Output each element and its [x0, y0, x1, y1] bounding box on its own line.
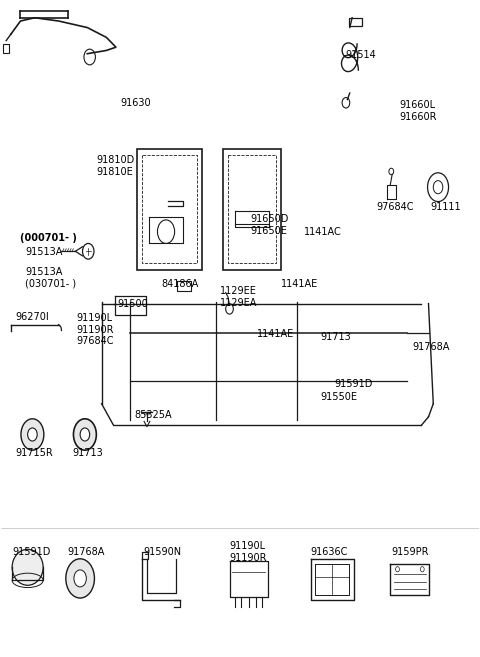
Circle shape — [21, 419, 44, 450]
Text: 91190L
91190R
97684C: 91190L 91190R 97684C — [77, 313, 114, 346]
Text: 91713: 91713 — [72, 448, 103, 458]
Text: 91630: 91630 — [120, 98, 151, 108]
Text: 91768A: 91768A — [67, 547, 105, 557]
Text: 91591D: 91591D — [12, 547, 50, 557]
Circle shape — [74, 570, 86, 587]
Text: 91513A: 91513A — [25, 247, 62, 257]
Text: 91590N: 91590N — [144, 547, 182, 557]
Text: 1129EE
1129EA: 1129EE 1129EA — [220, 286, 257, 308]
Circle shape — [66, 559, 95, 598]
Text: 9159PR: 9159PR — [392, 547, 429, 557]
Text: 91500: 91500 — [118, 299, 149, 309]
Circle shape — [80, 428, 90, 441]
Text: 97684C: 97684C — [376, 202, 413, 212]
Text: 91550E: 91550E — [320, 392, 357, 402]
Text: 1141AE: 1141AE — [281, 279, 318, 289]
Text: 91660L
91660R: 91660L 91660R — [400, 101, 437, 122]
Text: 91111: 91111 — [430, 202, 460, 212]
Text: 91713: 91713 — [320, 332, 351, 342]
Circle shape — [28, 428, 37, 441]
Text: 91190L
91190R: 91190L 91190R — [229, 541, 267, 563]
Text: 91514: 91514 — [345, 50, 376, 60]
Text: 91810D
91810E: 91810D 91810E — [97, 156, 135, 177]
Text: 91636C: 91636C — [311, 547, 348, 557]
Circle shape — [73, 419, 96, 450]
Text: 91513A
(030701- ): 91513A (030701- ) — [25, 267, 76, 289]
Text: 84186A: 84186A — [161, 279, 199, 289]
Text: 1141AE: 1141AE — [257, 328, 294, 339]
Text: 91768A: 91768A — [413, 342, 450, 351]
Text: 91715R: 91715R — [16, 448, 53, 458]
Text: 85325A: 85325A — [134, 410, 172, 420]
Text: 1141AC: 1141AC — [304, 227, 342, 237]
Text: 91591D: 91591D — [335, 379, 373, 389]
Text: (000701- ): (000701- ) — [21, 233, 77, 243]
Text: 91650D
91650E: 91650D 91650E — [251, 214, 289, 236]
Ellipse shape — [12, 549, 43, 585]
Text: 96270I: 96270I — [16, 311, 49, 322]
